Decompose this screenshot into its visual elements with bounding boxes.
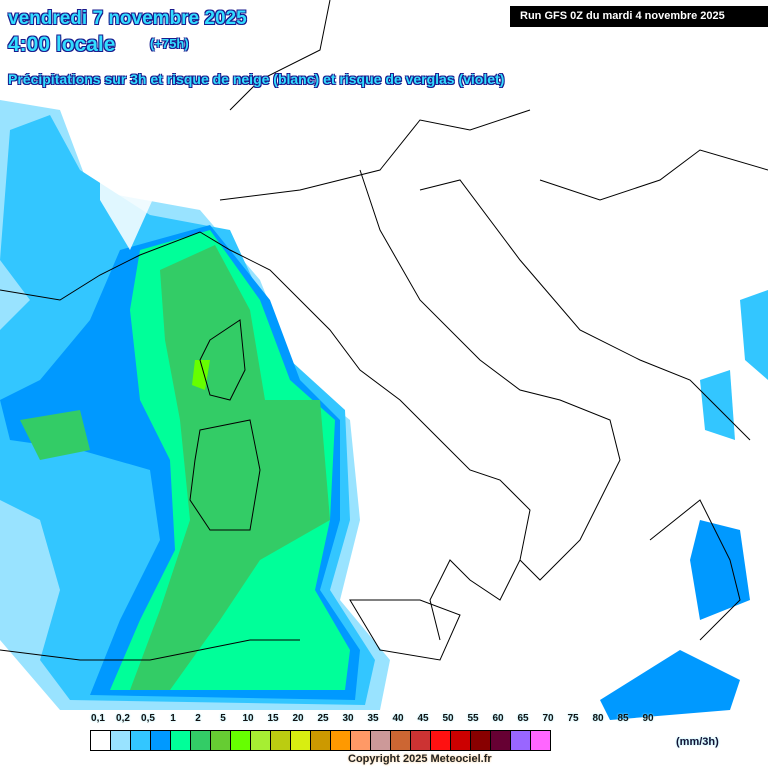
legend-label: 70 [542, 713, 554, 724]
legend-swatch [451, 731, 471, 750]
color-legend [90, 730, 551, 751]
legend-label: 0,5 [141, 713, 155, 724]
legend-label: 1 [170, 713, 176, 724]
legend-label: 5 [220, 713, 226, 724]
legend-label: 40 [392, 713, 404, 724]
legend-swatch [351, 731, 371, 750]
legend-label: 2 [195, 713, 201, 724]
legend-label: 65 [517, 713, 529, 724]
legend-swatch [291, 731, 311, 750]
legend-swatch [331, 731, 351, 750]
legend-swatch [131, 731, 151, 750]
legend-label: 75 [567, 713, 579, 724]
legend-label: 80 [592, 713, 604, 724]
legend-swatch [171, 731, 191, 750]
legend-swatch [491, 731, 511, 750]
legend-swatch [271, 731, 291, 750]
legend-label: 15 [267, 713, 279, 724]
legend-swatch [151, 731, 171, 750]
forecast-time: 4:00 locale [8, 33, 116, 56]
legend-label: 85 [617, 713, 629, 724]
legend-label: 60 [492, 713, 504, 724]
legend-swatch [531, 731, 550, 750]
legend-label: 90 [642, 713, 654, 724]
legend-swatch [231, 731, 251, 750]
legend-label: 0,2 [116, 713, 130, 724]
run-info: Run GFS 0Z du mardi 4 novembre 2025 [510, 6, 768, 27]
legend-swatch [431, 731, 451, 750]
legend-label: 35 [367, 713, 379, 724]
legend-label: 55 [467, 713, 479, 724]
forecast-date: vendredi 7 novembre 2025 [8, 8, 247, 29]
precipitation-areas [0, 100, 768, 720]
legend-swatch [191, 731, 211, 750]
legend-label: 0,1 [91, 713, 105, 724]
legend-labels: 0,1 0,2 0,5 1 2 5 10 15 20 25 30 35 40 45 50 55 60 65 70 75… [90, 713, 670, 727]
map-subtitle: Précipitations sur 3h et risque de neige… [8, 71, 505, 87]
legend-label: 50 [442, 713, 454, 724]
legend-label: 45 [417, 713, 429, 724]
legend-swatch [471, 731, 491, 750]
legend-swatch [91, 731, 111, 750]
lead-time: (+75h) [150, 36, 189, 51]
legend-label: 30 [342, 713, 354, 724]
legend-label: 20 [292, 713, 304, 724]
legend-swatch [371, 731, 391, 750]
legend-swatch [391, 731, 411, 750]
legend-label: 25 [317, 713, 329, 724]
legend-label: 10 [242, 713, 254, 724]
legend-swatch [511, 731, 531, 750]
coastlines-borders [0, 0, 768, 661]
legend-swatch [251, 731, 271, 750]
legend-swatch [311, 731, 331, 750]
copyright: Copyright 2025 Meteociel.fr [348, 753, 492, 765]
legend-unit: (mm/3h) [676, 736, 719, 748]
legend-swatch [411, 731, 431, 750]
legend-swatch [211, 731, 231, 750]
legend-swatch [111, 731, 131, 750]
